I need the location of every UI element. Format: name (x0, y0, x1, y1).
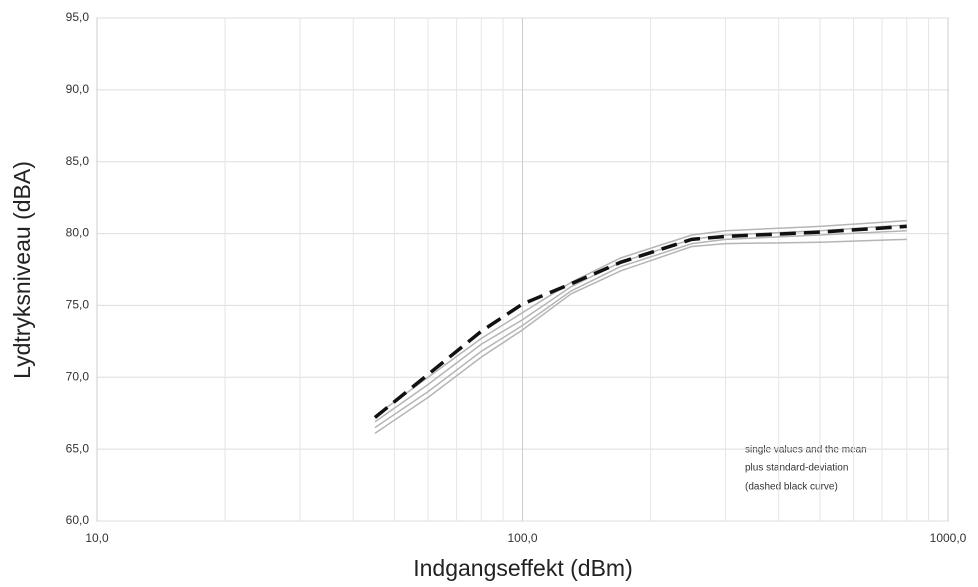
y-tick-label: 75,0 (66, 298, 90, 312)
x-tick-label: 1000,0 (930, 531, 967, 545)
y-tick-label: 80,0 (66, 226, 90, 240)
annotation: (dashed black curve) (745, 482, 838, 493)
x-tick-label: 100,0 (507, 531, 537, 545)
x-tick-label: 10,0 (85, 531, 109, 545)
annotation: single values and the mean (745, 445, 867, 456)
y-tick-label: 65,0 (66, 441, 90, 455)
series-line (373, 224, 907, 419)
series-line (374, 229, 907, 429)
x-axis-label: Indgangseffekt (dBm) (413, 555, 632, 581)
annotation: plus standard-deviation (745, 463, 848, 474)
series-line (374, 219, 907, 417)
y-axis-label: Lydtryksniveau (dBA) (9, 161, 35, 379)
y-tick-label: 95,0 (66, 10, 90, 24)
y-tick-label: 70,0 (66, 369, 90, 383)
series-line (374, 238, 907, 434)
y-tick-label: 60,0 (66, 513, 90, 527)
y-tick-label: 90,0 (66, 82, 90, 96)
y-tick-label: 85,0 (66, 154, 90, 168)
